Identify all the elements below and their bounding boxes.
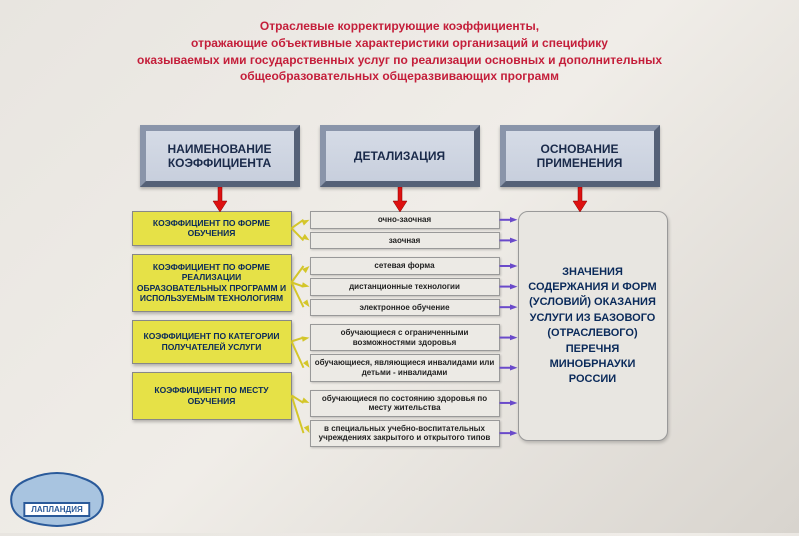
detail-box: сетевая форма — [310, 257, 500, 275]
down-arrow-icon — [211, 187, 229, 213]
detail-box: в специальных учебно-воспитательных учре… — [310, 420, 500, 447]
detail-box: очно-заочная — [310, 211, 500, 229]
title-line: Отраслевые корректирующие коэффициенты, — [60, 18, 739, 35]
coefficient-box: КОЭФФИЦИЕНТ ПО ФОРМЕ ОБУЧЕНИЯ — [132, 211, 292, 245]
col-coefficients: КОЭФФИЦИЕНТ ПО ФОРМЕ ОБУЧЕНИЯ КОЭФФИЦИЕНТ… — [132, 211, 292, 419]
detail-box: дистанционные технологии — [310, 278, 500, 296]
coefficient-box: КОЭФФИЦИЕНТ ПО ФОРМЕ РЕАЛИЗАЦИИ ОБРАЗОВА… — [132, 254, 292, 312]
logo: ЛАПЛАНДИЯ — [2, 466, 112, 531]
coefficient-box: КОЭФФИЦИЕНТ ПО МЕСТУ ОБУЧЕНИЯ — [132, 372, 292, 420]
detail-box: обучающиеся, являющиеся инвалидами или д… — [310, 354, 500, 381]
down-arrow-icon — [571, 187, 589, 213]
header-label: НАИМЕНОВАНИЕ КОЭФФИЦИЕНТА — [146, 142, 294, 170]
header-row: НАИМЕНОВАНИЕ КОЭФФИЦИЕНТА ДЕТАЛИЗАЦИЯ ОС… — [0, 125, 799, 187]
logo-text: ЛАПЛАНДИЯ — [23, 502, 90, 517]
columns: КОЭФФИЦИЕНТ ПО ФОРМЕ ОБУЧЕНИЯ КОЭФФИЦИЕНТ… — [0, 211, 799, 447]
logo-shape-icon — [2, 466, 112, 531]
header-box-detail: ДЕТАЛИЗАЦИЯ — [320, 125, 480, 187]
basis-text: ЗНАЧЕНИЯ СОДЕРЖАНИЯ И ФОРМ (УСЛОВИЙ) ОКА… — [527, 265, 659, 388]
header-box-basis: ОСНОВАНИЕ ПРИМЕНЕНИЯ — [500, 125, 660, 187]
coefficient-box: КОЭФФИЦИЕНТ ПО КАТЕГОРИИ ПОЛУЧАТЕЛЕЙ УСЛ… — [132, 320, 292, 364]
detail-box: заочная — [310, 232, 500, 250]
diagram: НАИМЕНОВАНИЕ КОЭФФИЦИЕНТА ДЕТАЛИЗАЦИЯ ОС… — [0, 125, 799, 447]
detail-group: обучающиеся по состоянию здоровья по мес… — [310, 390, 500, 447]
title-line: общеобразовательных общеразвивающих прог… — [60, 68, 739, 85]
detail-group: сетевая форма дистанционные технологии эле… — [310, 257, 500, 316]
col-detail: очно-заочная заочная сетевая форма дистанци… — [310, 211, 500, 447]
page-title: Отраслевые корректирующие коэффициенты, … — [0, 0, 799, 85]
col-basis: ЗНАЧЕНИЯ СОДЕРЖАНИЯ И ФОРМ (УСЛОВИЙ) ОКА… — [518, 211, 668, 441]
detail-box: обучающиеся с ограниченными возможностям… — [310, 324, 500, 351]
detail-group: обучающиеся с ограниченными возможностям… — [310, 324, 500, 381]
header-label: ДЕТАЛИЗАЦИЯ — [354, 149, 445, 163]
detail-group: очно-заочная заочная — [310, 211, 500, 249]
header-label: ОСНОВАНИЕ ПРИМЕНЕНИЯ — [506, 142, 654, 170]
detail-box: обучающиеся по состоянию здоровья по мес… — [310, 390, 500, 417]
down-arrow-icon — [391, 187, 409, 213]
title-line: отражающие объективные характеристики ор… — [60, 35, 739, 52]
detail-box: электронное обучение — [310, 299, 500, 317]
basis-box: ЗНАЧЕНИЯ СОДЕРЖАНИЯ И ФОРМ (УСЛОВИЙ) ОКА… — [518, 211, 668, 441]
title-line: оказываемых ими государственных услуг по… — [60, 52, 739, 69]
header-box-name: НАИМЕНОВАНИЕ КОЭФФИЦИЕНТА — [140, 125, 300, 187]
